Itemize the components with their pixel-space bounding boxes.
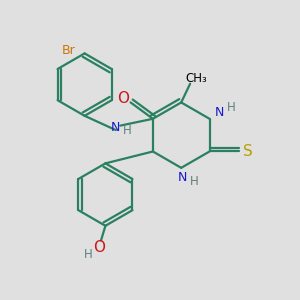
Text: O: O: [117, 92, 129, 106]
Text: N: N: [214, 106, 224, 119]
Text: H: H: [190, 175, 199, 188]
Text: Br: Br: [61, 44, 75, 57]
Text: S: S: [243, 144, 252, 159]
Text: O: O: [94, 240, 106, 255]
Text: H: H: [84, 248, 93, 260]
Text: H: H: [123, 124, 131, 136]
Text: N: N: [111, 121, 121, 134]
Text: N: N: [178, 171, 188, 184]
Text: H: H: [226, 101, 235, 114]
Text: CH₃: CH₃: [185, 72, 207, 85]
